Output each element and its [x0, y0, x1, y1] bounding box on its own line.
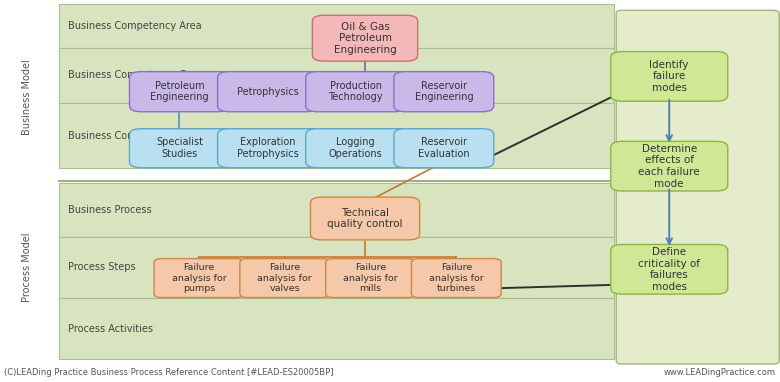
- Text: Process Activities: Process Activities: [68, 324, 153, 333]
- FancyBboxPatch shape: [611, 52, 728, 101]
- Text: Reservoir
Engineering: Reservoir Engineering: [414, 81, 473, 102]
- FancyBboxPatch shape: [129, 72, 229, 112]
- FancyBboxPatch shape: [326, 259, 415, 298]
- FancyBboxPatch shape: [129, 129, 229, 168]
- FancyBboxPatch shape: [611, 244, 728, 294]
- FancyBboxPatch shape: [58, 103, 614, 168]
- FancyBboxPatch shape: [58, 237, 614, 298]
- Text: Failure
analysis for
pumps: Failure analysis for pumps: [172, 263, 226, 293]
- FancyBboxPatch shape: [306, 129, 406, 168]
- Text: Exploration
Petrophysics: Exploration Petrophysics: [236, 138, 299, 159]
- Text: Failure
analysis for
turbines: Failure analysis for turbines: [429, 263, 484, 293]
- FancyBboxPatch shape: [218, 72, 317, 112]
- Text: Production
Technology: Production Technology: [328, 81, 383, 102]
- Text: Process Model: Process Model: [22, 233, 31, 302]
- FancyBboxPatch shape: [58, 48, 614, 103]
- Text: Identify
failure
modes: Identify failure modes: [650, 60, 689, 93]
- Text: Business Model: Business Model: [22, 60, 31, 135]
- Text: Oil & Gas
Petroleum
Engineering: Oil & Gas Petroleum Engineering: [334, 22, 396, 55]
- Text: Process Steps: Process Steps: [68, 262, 136, 272]
- Text: Failure
analysis for
valves: Failure analysis for valves: [257, 263, 312, 293]
- FancyBboxPatch shape: [240, 259, 329, 298]
- FancyBboxPatch shape: [306, 72, 406, 112]
- FancyBboxPatch shape: [611, 141, 728, 191]
- Text: Define
criticality of
failures
modes: Define criticality of failures modes: [638, 247, 700, 292]
- Text: (C)LEADing Practice Business Process Reference Content [#LEAD-ES20005BP]: (C)LEADing Practice Business Process Ref…: [4, 368, 333, 377]
- Text: Business Competency Groups: Business Competency Groups: [68, 70, 214, 81]
- FancyBboxPatch shape: [616, 10, 779, 364]
- Text: Business Competency Area: Business Competency Area: [68, 21, 201, 31]
- FancyBboxPatch shape: [218, 129, 317, 168]
- FancyBboxPatch shape: [394, 72, 494, 112]
- FancyBboxPatch shape: [58, 183, 614, 237]
- Text: Specialist
Studies: Specialist Studies: [156, 138, 203, 159]
- FancyBboxPatch shape: [58, 4, 614, 48]
- Text: Failure
analysis for
mills: Failure analysis for mills: [343, 263, 398, 293]
- FancyBboxPatch shape: [154, 259, 243, 298]
- FancyBboxPatch shape: [310, 197, 420, 240]
- Text: Business Process: Business Process: [68, 205, 151, 215]
- Text: www.LEADingPractice.com: www.LEADingPractice.com: [664, 368, 776, 377]
- Text: Petrophysics: Petrophysics: [236, 87, 299, 97]
- Text: Reservoir
Evaluation: Reservoir Evaluation: [418, 138, 470, 159]
- FancyBboxPatch shape: [412, 259, 501, 298]
- Text: Logging
Operations: Logging Operations: [329, 138, 382, 159]
- FancyBboxPatch shape: [394, 129, 494, 168]
- Text: Determine
effects of
each failure
mode: Determine effects of each failure mode: [638, 144, 700, 189]
- FancyBboxPatch shape: [313, 15, 418, 61]
- FancyBboxPatch shape: [58, 298, 614, 359]
- Text: Technical
quality control: Technical quality control: [328, 208, 402, 229]
- Text: Petroleum
Engineering: Petroleum Engineering: [150, 81, 209, 102]
- Text: Business Competencies: Business Competencies: [68, 131, 184, 141]
